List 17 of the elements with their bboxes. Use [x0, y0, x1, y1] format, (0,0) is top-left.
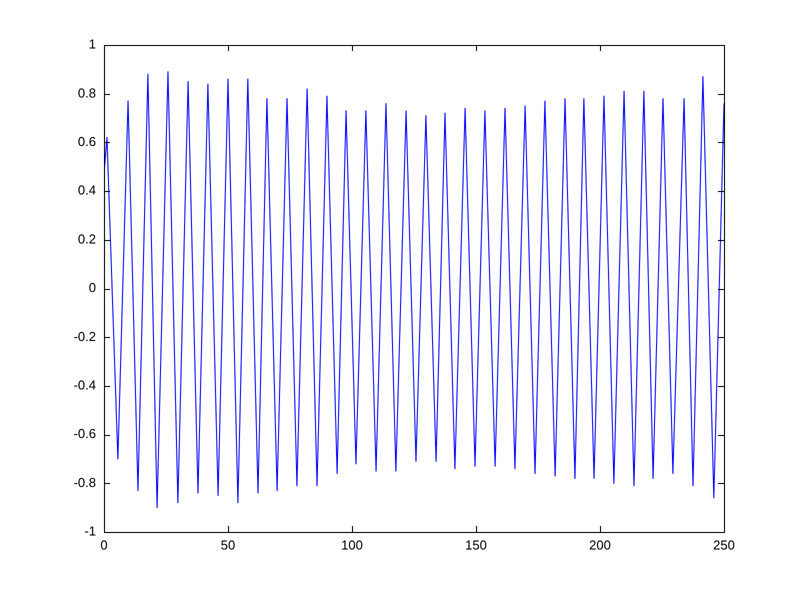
x-tick-label: 0: [100, 537, 108, 552]
x-tick-label: 250: [713, 537, 735, 552]
x-tick-label: 200: [589, 537, 611, 552]
y-tick-label: -1: [84, 524, 96, 539]
x-tick-label: 150: [465, 537, 487, 552]
y-tick-label: 0.4: [78, 182, 96, 198]
x-tick-label: 50: [220, 537, 236, 552]
y-tick-label: 0.8: [78, 85, 96, 100]
y-tick-label: 0.6: [78, 134, 96, 149]
y-tick-label: 0.2: [78, 231, 96, 246]
y-tick-label: -0.8: [74, 474, 96, 490]
y-tick-label: -0.2: [74, 328, 96, 344]
y-tick-label: 1: [88, 36, 96, 52]
y-tick-label: -0.6: [74, 426, 96, 442]
y-tick-label: -0.4: [74, 377, 96, 392]
y-tick-label: 0: [88, 280, 96, 296]
x-tick-label: 100: [341, 537, 363, 552]
